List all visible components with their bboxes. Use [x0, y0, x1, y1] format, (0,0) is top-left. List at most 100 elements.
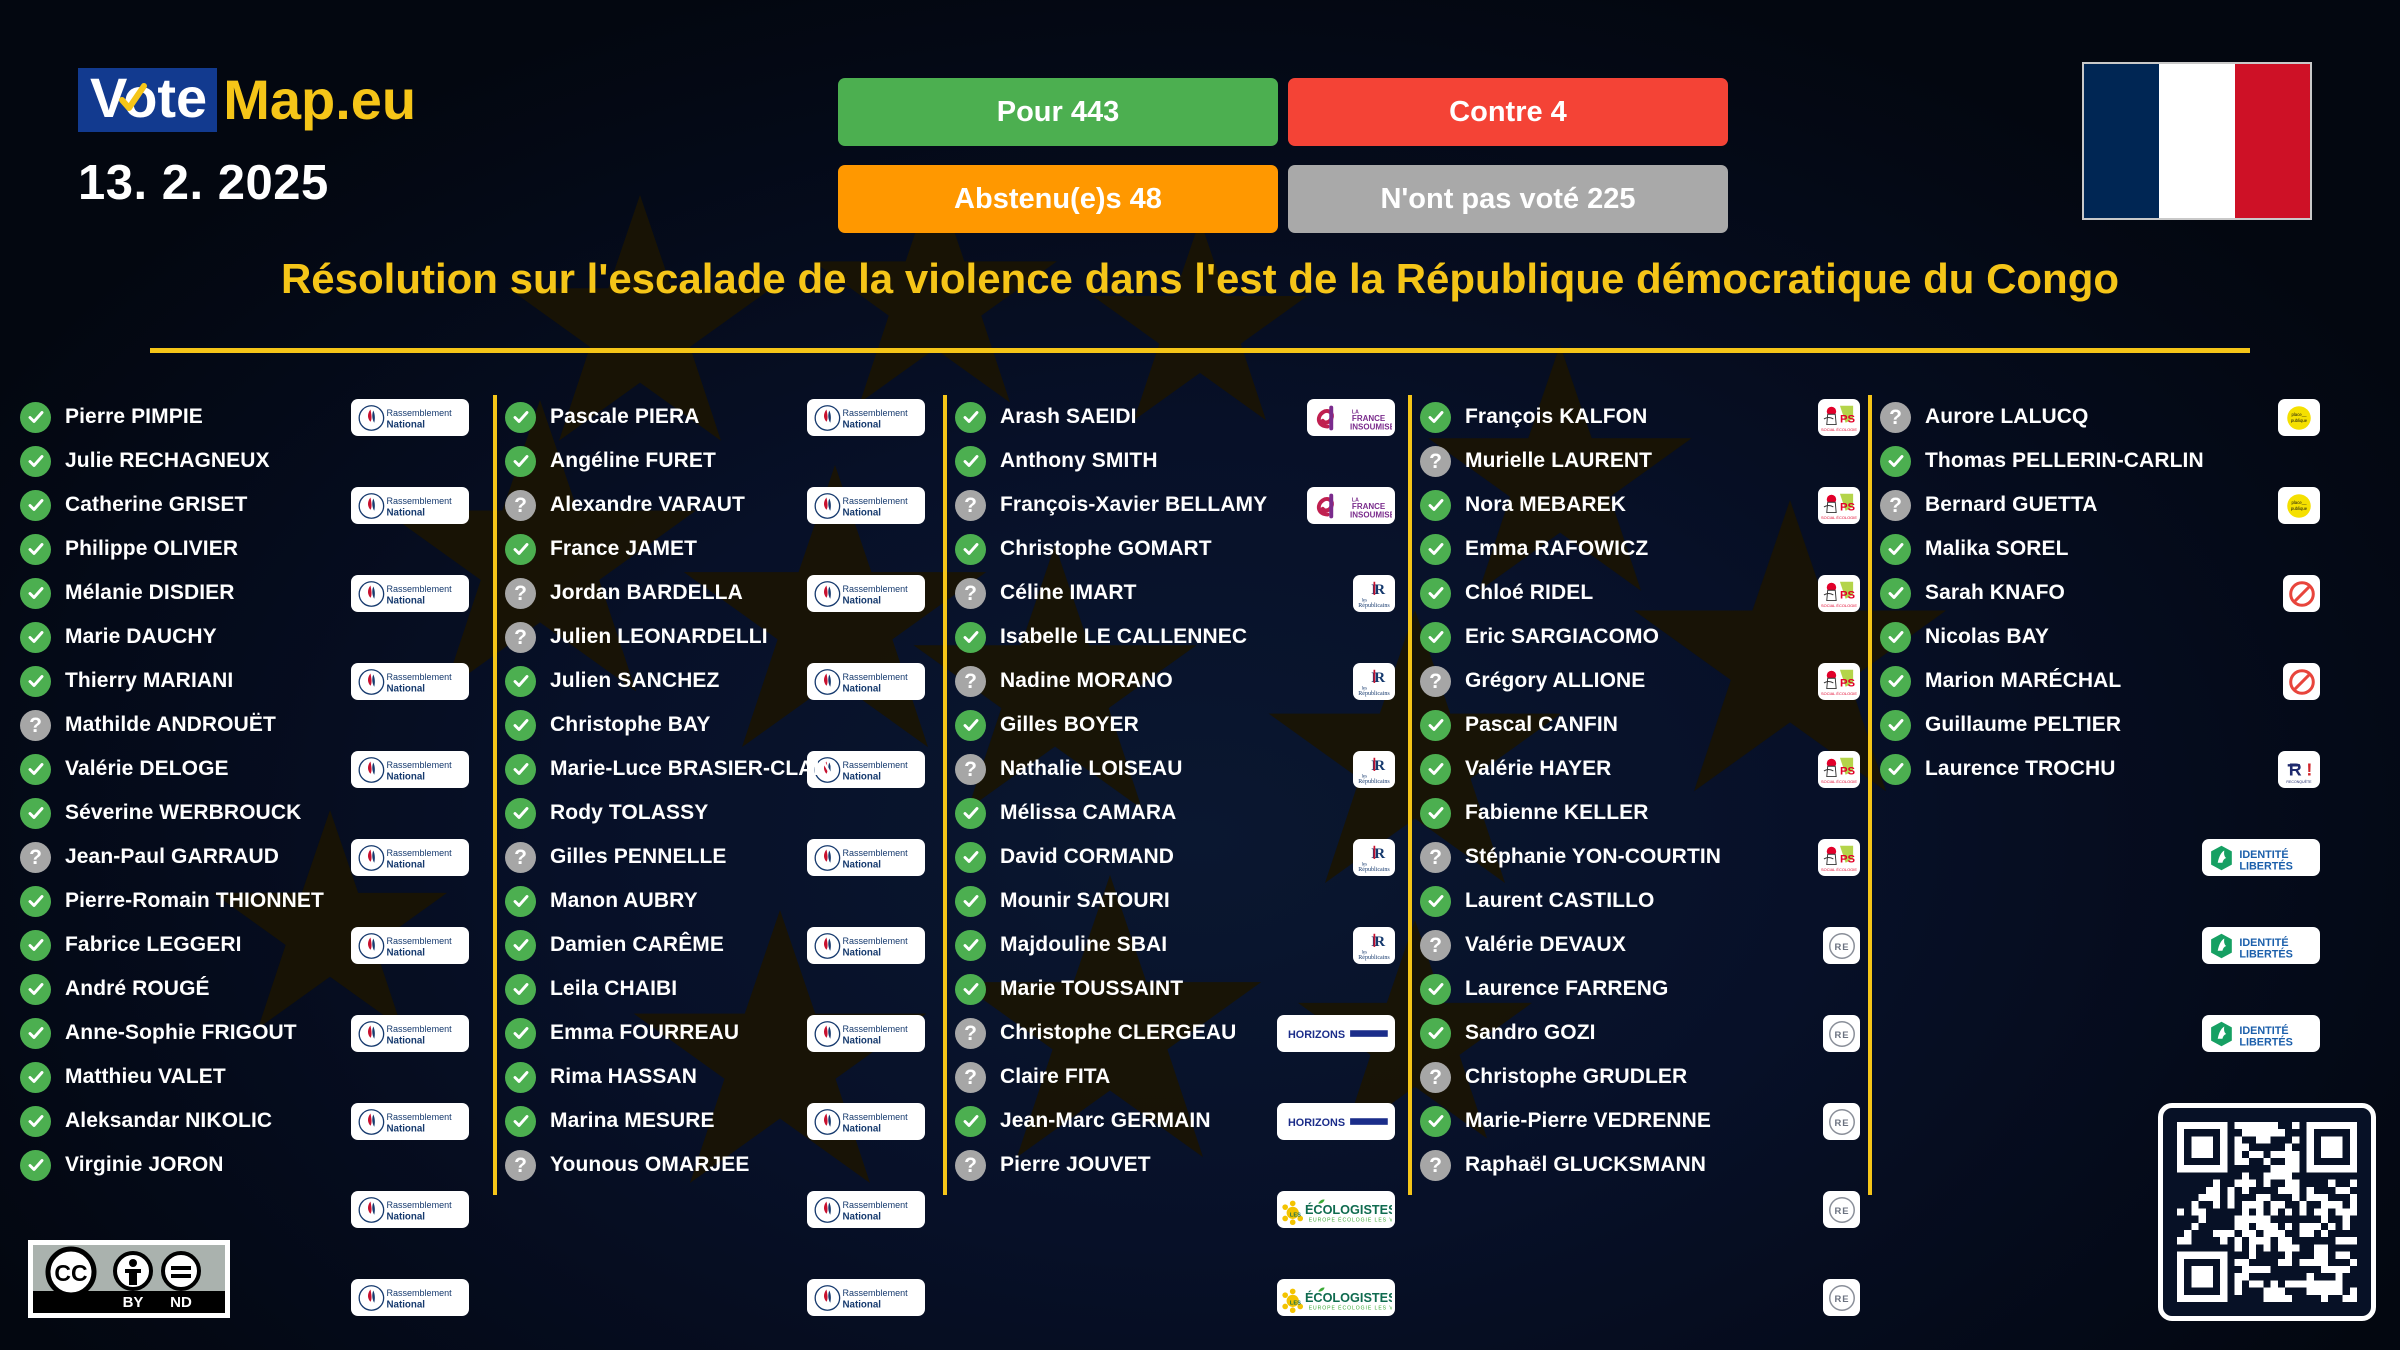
mep-row[interactable]: Pascal CANFIN RE: [1420, 703, 1860, 1052]
mep-row[interactable]: André ROUGÉ Rassemblement National: [20, 967, 469, 1011]
mep-row[interactable]: Jean-Marc GERMAIN PS SOCIAL ÉCOLOGIE: [955, 1099, 1395, 1143]
mep-row[interactable]: ? Céline IMART I R les Républicains: [955, 571, 1395, 788]
mep-row[interactable]: Marie-Luce BRASIER-CLAIN Rassemblement N…: [505, 747, 925, 1140]
mep-name: Rima HASSAN: [550, 1065, 697, 1088]
mep-row[interactable]: Séverine WERBROUCK Rassemblement Nationa…: [20, 791, 469, 1228]
mep-row[interactable]: Catherine GRISET Rassemblement National: [20, 483, 469, 612]
mep-row[interactable]: ?Pierre JOUVET PS SOCIAL ÉCOLOGIE: [955, 1143, 1395, 1187]
mep-row[interactable]: Pierre PIMPIE Rassemblement National: [20, 395, 469, 439]
party-logo-re: RE: [1823, 1279, 1860, 1316]
mep-row[interactable]: ? Alexandre VARAUT Rassemblement National: [505, 483, 925, 612]
mep-row[interactable]: Marina MESURE LA FRANCE INSOUMISE: [505, 1099, 925, 1143]
mep-row[interactable]: Anthony SMITH LA FRANCE INSOUMISE: [955, 439, 1395, 524]
tally-abstenu[interactable]: Abstenu(e)s 48: [838, 165, 1278, 233]
mep-row[interactable]: Sarah KNAFO R ! RECONQUÊTE: [1880, 571, 2320, 788]
mep-row[interactable]: Chloé RIDEL PS SOCIAL ÉCOLOGIE: [1420, 571, 1860, 788]
mep-row[interactable]: Anne-Sophie FRIGOUT Rassemblement Nation…: [20, 1011, 469, 1055]
tally-not-voted[interactable]: N'ont pas voté 225: [1288, 165, 1728, 233]
mep-row[interactable]: Nora MEBAREK PS SOCIAL ÉCOLOGIE: [1420, 483, 1860, 612]
mep-row[interactable]: Fabienne KELLER RE: [1420, 791, 1860, 1228]
mep-row[interactable]: Mélissa CAMARA LES ÉCOLOGISTES EUROPE ÉC…: [955, 791, 1395, 1228]
mep-row[interactable]: ? Bernard GUETTA: [1880, 483, 2320, 612]
mep-row[interactable]: ?Christophe CLERGEAU PS SOCIAL ÉCOLOGIE: [955, 1011, 1395, 1055]
mep-row[interactable]: Valérie DELOGE Rassemblement National: [20, 747, 469, 1140]
mep-row[interactable]: Thierry MARIANI Rassemblement National: [20, 659, 469, 964]
svg-text:LIBERTÉS: LIBERTÉS: [2239, 859, 2292, 872]
mep-row[interactable]: ? Gilles PENNELLE Rassemblement National: [505, 835, 925, 1316]
mep-row[interactable]: ? Jordan BARDELLA Rassemblement National: [505, 571, 925, 788]
mep-row[interactable]: ? Nadine MORANO I R les Républicains: [955, 659, 1395, 964]
mep-row[interactable]: Sandro GOZI MO UVEMENT DEM OCRATE: [1420, 1011, 1860, 1055]
mep-row[interactable]: Mélanie DISDIER Rassemblement National: [20, 571, 469, 788]
mep-row[interactable]: Malika SOREL: [1880, 527, 2320, 700]
mep-row[interactable]: Rody TOLASSY Rassemblement National: [505, 791, 925, 1228]
mep-row[interactable]: Nicolas BAY IDENTITÉ LIBERTÉS: [1880, 615, 2320, 876]
mep-row[interactable]: Arash SAEIDI LA FRANCE INSOUMISE: [955, 395, 1395, 439]
mep-row[interactable]: Isabelle LE CALLENNEC I R les Républicai…: [955, 615, 1395, 876]
mep-row[interactable]: ?Claire FITA PS SOCIAL ÉCOLOGIE: [955, 1055, 1395, 1099]
party-logo-rn: Rassemblement National: [351, 839, 469, 876]
mep-row[interactable]: ? Aurore LALUCQ place__ publique: [1880, 395, 2320, 439]
mep-row[interactable]: ? Nathalie LOISEAU HORIZONS: [955, 747, 1395, 1140]
mep-row[interactable]: Julien SANCHEZ Rassemblement National: [505, 659, 925, 964]
mep-name: Anne-Sophie FRIGOUT: [65, 1021, 297, 1044]
mep-row[interactable]: Matthieu VALET Rassemblement National: [20, 1055, 469, 1099]
mep-row[interactable]: Mounir SATOURI LES ÉCOLOGISTES EUROPE ÉC…: [955, 879, 1395, 923]
mep-row[interactable]: Christophe BAY Rassemblement National: [505, 703, 925, 1052]
mep-row[interactable]: Manon AUBRY LA FRANCE INSOUMISE: [505, 879, 925, 923]
mep-row[interactable]: Angéline FURET Rassemblement National: [505, 439, 925, 524]
mep-row[interactable]: Emma FOURREAU LA FRANCE INSOUMISE: [505, 1011, 925, 1055]
mep-row[interactable]: Eric SARGIACOMO PS SOCIAL ÉCOLOGIE: [1420, 615, 1860, 876]
mep-row[interactable]: Fabrice LEGGERI Rassemblement National: [20, 923, 469, 967]
mep-row[interactable]: Marie DAUCHY Rassemblement National: [20, 615, 469, 876]
mep-row[interactable]: ?Christophe GRUDLER MO UVEMENT DEM OCRAT…: [1420, 1055, 1860, 1099]
svg-text:Rassemblement: Rassemblement: [842, 408, 908, 418]
mep-row[interactable]: Leila CHAIBI LA FRANCE INSOUMISE: [505, 967, 925, 1011]
mep-row[interactable]: ?Valérie DEVAUX udi LE CENTRE: [1420, 923, 1860, 967]
mep-row[interactable]: ? Julien LEONARDELLI Rassemblement Nation…: [505, 615, 925, 876]
mep-row[interactable]: Philippe OLIVIER Rassemblement National: [20, 527, 469, 700]
tally-pour[interactable]: Pour 443: [838, 78, 1278, 146]
svg-text:National: National: [386, 683, 425, 694]
mep-row[interactable]: ? Jean-Paul GARRAUD Rassemblement Nationa…: [20, 835, 469, 1316]
mep-row[interactable]: ?Younous OMARJEE LA FRANCE INSOUMISE: [505, 1143, 925, 1187]
mep-row[interactable]: Thomas PELLERIN-CARLIN place__ publique: [1880, 439, 2320, 524]
mep-row[interactable]: Aleksandar NIKOLIC Rassemblement Nationa…: [20, 1099, 469, 1143]
mep-row[interactable]: Pierre-Romain THIONNET Rassemblement Nat…: [20, 879, 469, 923]
mep-row[interactable]: Christophe GOMART I R les Républicains: [955, 527, 1395, 700]
tally-contre[interactable]: Contre 4: [1288, 78, 1728, 146]
party-logo-il: IDENTITÉ LIBERTÉS: [2202, 839, 2320, 876]
svg-text:Rassemblement: Rassemblement: [842, 936, 908, 946]
mep-row[interactable]: Marie TOUSSAINT LES ÉCOLOGISTES EUROPE É…: [955, 967, 1395, 1011]
mep-row[interactable]: Rima HASSAN LA FRANCE INSOUMISE: [505, 1055, 925, 1099]
mep-row[interactable]: Marion MARÉCHAL IDENTITÉ LIBERTÉS: [1880, 659, 2320, 964]
mep-row[interactable]: France JAMET Rassemblement National: [505, 527, 925, 700]
mep-row[interactable]: ? Stéphanie YON-COURTIN RE: [1420, 835, 1860, 1316]
mep-row[interactable]: David CORMAND LES ÉCOLOGISTES EUROPE ÉCO…: [955, 835, 1395, 1316]
mep-row[interactable]: Gilles BOYER HORIZONS: [955, 703, 1395, 1052]
mep-row[interactable]: ? Grégory ALLIONE RE: [1420, 659, 1860, 964]
mep-row[interactable]: Damien CARÊME LA FRANCE INSOUMISE: [505, 923, 925, 967]
mep-row[interactable]: Laurence FARRENG MO UVEMENT DEM OCRATE: [1420, 967, 1860, 1011]
mep-row[interactable]: ? Mathilde ANDROUËT Rassemblement Nationa…: [20, 703, 469, 1052]
mep-row[interactable]: François KALFON PS SOCIAL ÉCOLOGIE: [1420, 395, 1860, 439]
svg-text:les: les: [1362, 774, 1367, 779]
svg-text:LIBERTÉS: LIBERTÉS: [2239, 1035, 2292, 1048]
mep-row[interactable]: Guillaume PELTIER IDENTITÉ LIBERTÉS: [1880, 703, 2320, 1052]
mep-row[interactable]: Majdouline SBAI LES ÉCOLOGISTES EUROPE É…: [955, 923, 1395, 967]
mep-row[interactable]: Pascale PIERA Rassemblement National: [505, 395, 925, 439]
mep-row[interactable]: Virginie JORON Rassemblement National: [20, 1143, 469, 1187]
mep-row[interactable]: Laurent CASTILLO udr: [1420, 879, 1860, 923]
mep-row[interactable]: ? François-Xavier BELLAMY I R les Républi…: [955, 483, 1395, 612]
mep-row[interactable]: Julie RECHAGNEUX Rassemblement National: [20, 439, 469, 524]
svg-text:Rassemblement: Rassemblement: [842, 584, 908, 594]
mep-row[interactable]: Valérie HAYER RE: [1420, 747, 1860, 1140]
mep-row[interactable]: Laurence TROCHU IDENTITÉ LIBERTÉS: [1880, 747, 2320, 1140]
brand-logo[interactable]: Vote Map.eu: [78, 68, 416, 132]
mep-row[interactable]: ? Murielle LAURENT PS SOCIAL ÉCOLOGIE: [1420, 439, 1860, 524]
mep-row[interactable]: ?Raphaël GLUCKSMANN place__ publique: [1420, 1143, 1860, 1187]
mep-row[interactable]: Emma RAFOWICZ PS SOCIAL ÉCOLOGIE: [1420, 527, 1860, 700]
svg-text:les: les: [1362, 950, 1367, 955]
qr-code[interactable]: [2158, 1103, 2376, 1321]
mep-row[interactable]: Marie-Pierre VEDRENNE MO UVEMENT DEM OCR…: [1420, 1099, 1860, 1143]
